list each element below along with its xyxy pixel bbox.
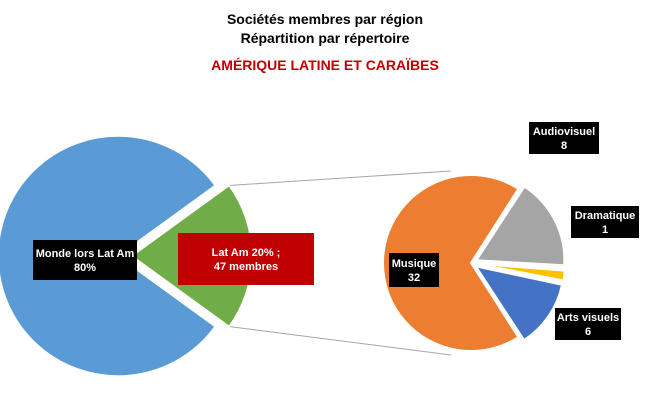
data-label-box <box>33 240 137 280</box>
connector-line-bottom <box>229 326 452 356</box>
chart-titles: Sociétés membres par région Répartition … <box>0 10 650 75</box>
data-label-dramatique: Dramatique 1 <box>571 206 639 238</box>
data-label-audiovisuel: Audiovisuel 8 <box>529 122 599 154</box>
pie-slice-audiovisuel <box>474 185 566 267</box>
connector-lines <box>229 170 452 356</box>
data-label-lat-am: Lat Am 20% ; 47 membres <box>178 233 314 285</box>
data-label-text: Musique <box>392 258 437 270</box>
chart-subtitle: Répartition par répertoire <box>240 30 410 46</box>
data-label-text: Lat Am 20% ; <box>212 247 281 259</box>
chart-title: Sociétés membres par région <box>226 11 424 27</box>
secondary-pie <box>382 174 566 352</box>
data-label-text: 6 <box>585 326 591 338</box>
data-label-box <box>389 253 439 287</box>
data-label-box <box>555 308 621 340</box>
data-label-text: 1 <box>602 224 608 236</box>
data-labels: Monde lors Lat Am 80% Lat Am 20% ; 47 membr… <box>33 122 639 340</box>
data-label-text: Monde lors Lat Am <box>36 248 135 260</box>
data-label-box <box>529 122 599 154</box>
data-label-text: 32 <box>408 272 420 284</box>
data-label-text: 8 <box>561 140 567 152</box>
data-label-box <box>571 206 639 238</box>
data-label-text: Dramatique <box>575 210 636 222</box>
data-label-box <box>178 233 314 285</box>
data-label-text: 47 membres <box>214 261 278 273</box>
pie-slice-musique <box>382 174 520 352</box>
data-label-text: Audiovisuel <box>533 126 595 138</box>
data-label-musique: Musique 32 <box>389 253 439 287</box>
region-title: AMÉRIQUE LATINE ET CARAÏBES <box>211 57 439 73</box>
data-label-text: 80% <box>74 262 96 274</box>
pie-slice-dramatique <box>476 262 566 282</box>
data-label-monde-lors-lat-am: Monde lors Lat Am 80% <box>33 240 137 280</box>
data-label-arts-visuels: Arts visuels 6 <box>555 308 621 340</box>
data-label-text: Arts visuels <box>557 312 619 324</box>
connector-line-top <box>229 170 452 186</box>
pie-slice-arts-visuels <box>473 264 564 342</box>
